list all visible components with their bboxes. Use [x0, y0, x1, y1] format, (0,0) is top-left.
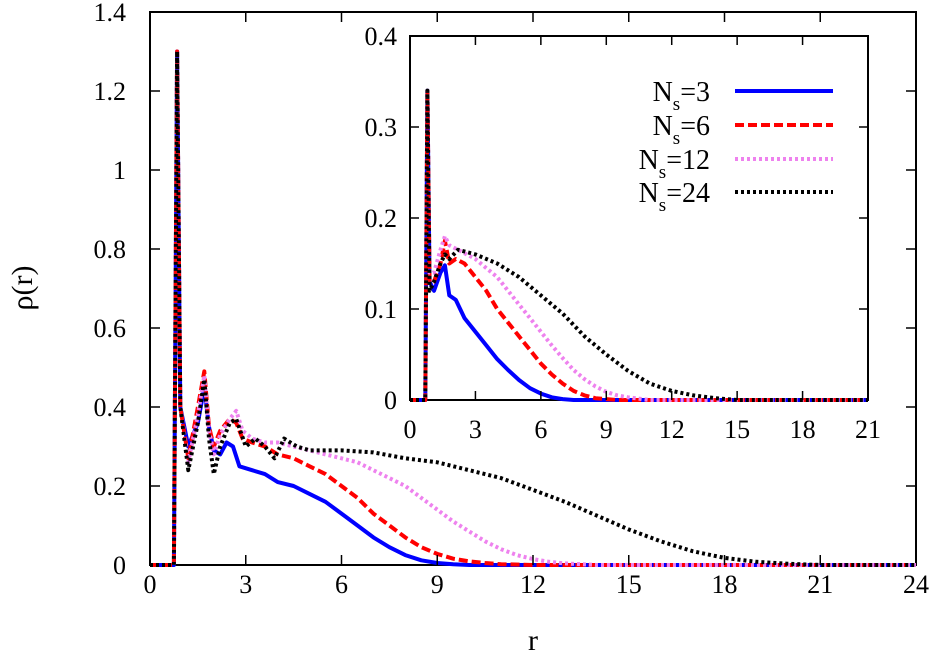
main-plot: 0 3 6 9 12 15 18 21 24 0 0.2 0.4 0.6 0.8 1 1.2 1.4 r ρ(…: [6, 0, 929, 657]
inset-x-tick-label: 12: [659, 415, 685, 444]
inset-x-tick-label: 3: [469, 415, 482, 444]
inset-y-tick-label: 0.2: [365, 204, 398, 233]
inset-x-tick-label: 9: [600, 415, 613, 444]
inset-y-tick-label: 0.1: [365, 295, 398, 324]
main-y-tick-label: 1.2: [94, 77, 127, 106]
main-x-tick-label: 3: [239, 570, 252, 599]
main-x-tick-label: 24: [903, 570, 929, 599]
inset-y-tick-label: 0: [384, 386, 397, 415]
main-y-tick-label: 1.4: [94, 0, 127, 27]
main-y-tick-label: 0.4: [94, 393, 127, 422]
y-axis-label: ρ(r): [6, 266, 39, 311]
inset-series-line-4: [410, 88, 868, 402]
legend-label: Ns=3: [653, 77, 710, 115]
x-axis-label: r: [528, 624, 538, 657]
inset-series-line-2: [410, 88, 868, 402]
main-x-tick-label: 21: [807, 570, 833, 599]
legend-label: Ns=12: [639, 145, 710, 183]
main-x-tick-label: 12: [520, 570, 546, 599]
main-y-tick-label: 0.2: [94, 472, 127, 501]
inset-x-tick-label: 0: [404, 415, 417, 444]
legend-label: Ns=24: [639, 178, 710, 216]
main-series-lines: [150, 49, 916, 567]
inset-y-ticks: 0 0.1 0.2 0.3 0.4: [365, 22, 868, 415]
inset-x-ticks: 0 3 6 9 12 15 18 21: [404, 36, 881, 444]
inset-x-tick-label: 21: [855, 415, 881, 444]
main-x-ticks: 0 3 6 9 12 15 18 21 24: [144, 12, 929, 599]
main-series-line-3: [150, 49, 916, 567]
main-x-tick-label: 15: [616, 570, 642, 599]
inset-y-tick-label: 0.3: [365, 113, 398, 142]
inset-background: [410, 36, 868, 400]
inset-series-lines: [410, 88, 868, 402]
main-y-tick-label: 0.8: [94, 235, 127, 264]
main-x-tick-label: 18: [712, 570, 738, 599]
legend-label: Ns=6: [653, 111, 710, 149]
main-y-ticks: 0 0.2 0.4 0.6 0.8 1 1.2 1.4: [94, 0, 916, 580]
main-x-tick-label: 0: [144, 570, 157, 599]
inset-x-tick-label: 6: [534, 415, 547, 444]
main-x-tick-label: 9: [431, 570, 444, 599]
main-y-tick-label: 0: [113, 551, 126, 580]
inset-y-tick-label: 0.4: [365, 22, 398, 51]
main-y-tick-label: 1: [113, 156, 126, 185]
inset-x-tick-label: 18: [790, 415, 816, 444]
inset-x-tick-label: 15: [724, 415, 750, 444]
main-x-tick-label: 6: [335, 570, 348, 599]
main-y-tick-label: 0.6: [94, 314, 127, 343]
inset-plot: 0 3 6 9 12 15 18 21 0 0.1 0.2 0.3 0.4 Ns=3Ns=6Ns=12…: [365, 22, 882, 444]
